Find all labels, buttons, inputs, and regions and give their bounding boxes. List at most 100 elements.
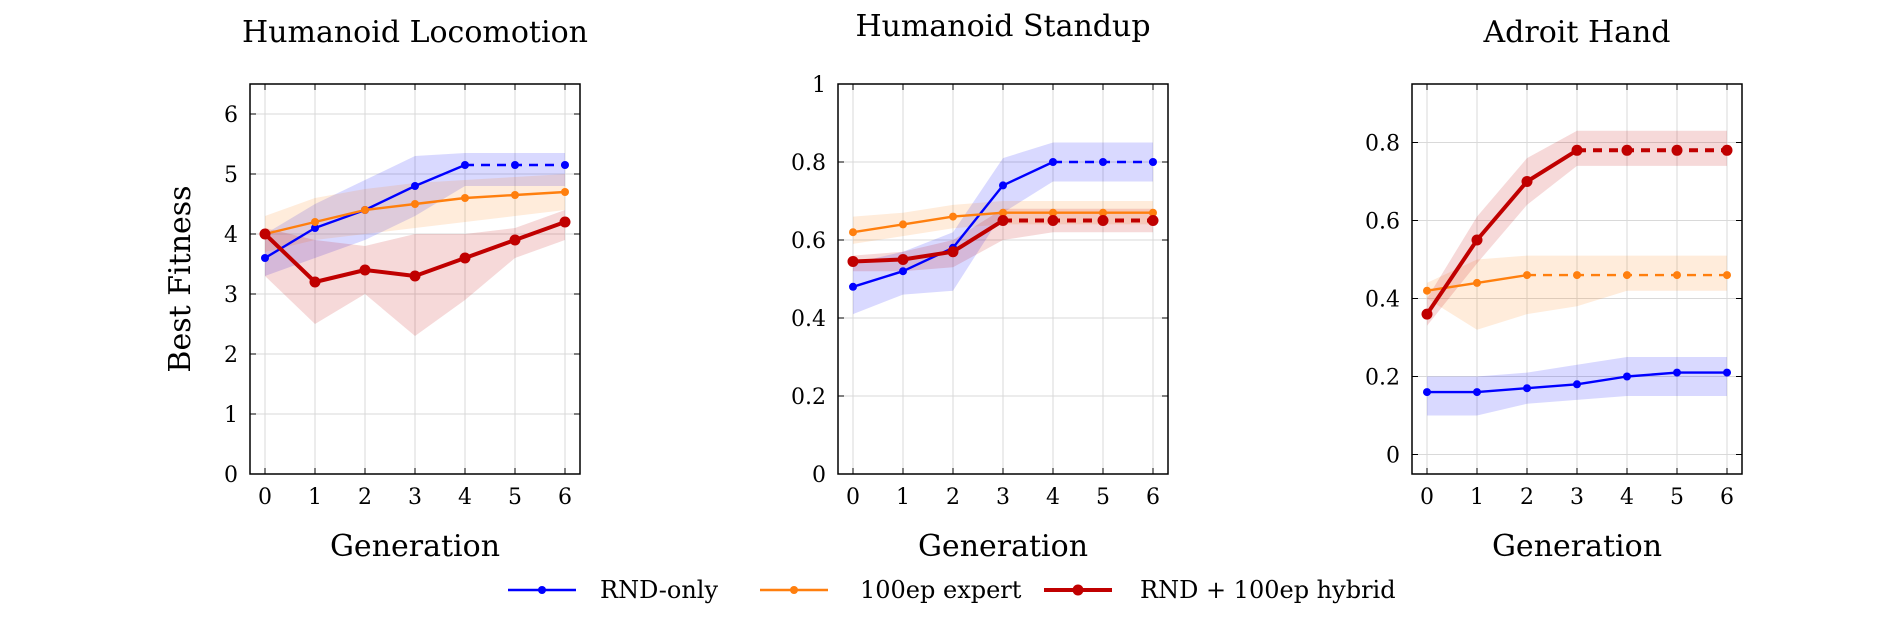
y-tick-label: 0.8 <box>1365 132 1400 157</box>
data-point <box>849 282 857 291</box>
data-point <box>561 161 569 169</box>
series-line <box>1425 148 1579 316</box>
x-axis-label: Generation <box>1492 529 1662 564</box>
data-point <box>1621 144 1633 156</box>
data-point <box>1471 234 1483 246</box>
chart-panel-3: 0 1 2 3 4 5 6 0 0.2 0.4 0.6 0.8 Adroit Hand Generatio… <box>1365 15 1743 564</box>
x-tick-label: 4 <box>1046 485 1060 510</box>
data-point <box>1099 158 1107 166</box>
y-tick-label: 3 <box>224 283 238 308</box>
data-point <box>1671 144 1683 156</box>
data-point <box>1421 308 1433 320</box>
data-point <box>1523 384 1531 393</box>
legend-label: 100ep expert <box>860 576 1022 604</box>
data-point <box>897 254 909 265</box>
x-axis-label: Generation <box>330 529 500 564</box>
data-point <box>459 252 471 264</box>
x-tick-label: 0 <box>1420 485 1434 510</box>
chart-panel-2: 0 1 2 3 4 5 6 0 0.2 0.4 0.6 0.8 1 Humanoid Standup Gen… <box>791 9 1169 564</box>
data-point <box>1623 372 1631 381</box>
y-tick-label: 2 <box>224 343 238 368</box>
data-point <box>849 228 857 237</box>
y-tick-label: 0 <box>1386 444 1400 469</box>
x-tick-label: 4 <box>1620 485 1634 510</box>
data-point <box>1049 158 1057 166</box>
data-point <box>1573 271 1581 280</box>
x-tick-label: 2 <box>946 485 960 510</box>
y-tick-label: 0.2 <box>1365 366 1400 391</box>
data-point <box>999 181 1007 190</box>
x-axis-label: Generation <box>918 529 1088 564</box>
data-point <box>997 215 1009 226</box>
x-tick-label: 0 <box>846 485 860 510</box>
data-point <box>1147 215 1159 226</box>
legend-label: RND + 100ep hybrid <box>1140 576 1396 604</box>
x-tick-label: 3 <box>408 485 422 510</box>
confidence-band <box>265 174 565 252</box>
data-point <box>1423 286 1431 295</box>
data-point <box>1723 368 1731 377</box>
series-line <box>852 218 1005 264</box>
x-tick-label: 6 <box>1146 485 1160 510</box>
data-point <box>899 267 907 276</box>
y-tick-label: 1 <box>812 73 826 98</box>
chart-title: Humanoid Locomotion <box>242 15 588 50</box>
y-tick-label: 0.2 <box>791 385 826 410</box>
data-point <box>1673 271 1681 280</box>
y-tick-label: 4 <box>224 223 238 248</box>
x-tick-label: 5 <box>1096 485 1110 510</box>
y-tick-label: 5 <box>224 163 238 188</box>
y-tick-label: 0.8 <box>791 151 826 176</box>
legend-marker <box>1072 584 1084 596</box>
x-tick-label: 1 <box>896 485 910 510</box>
y-tick-label: 0 <box>224 463 238 488</box>
data-point <box>1149 208 1157 217</box>
data-point <box>509 234 521 246</box>
data-point <box>1047 215 1059 226</box>
data-point <box>1473 388 1481 397</box>
data-point <box>1521 176 1533 187</box>
x-tick-label: 2 <box>1520 485 1534 510</box>
data-point <box>311 218 319 226</box>
x-tick-label: 2 <box>358 485 372 510</box>
data-point <box>461 161 469 169</box>
data-point <box>511 161 519 169</box>
legend-marker <box>790 586 798 594</box>
data-point <box>847 255 859 267</box>
y-tick-label: 0 <box>812 463 826 488</box>
x-tick-label: 4 <box>458 485 472 510</box>
x-tick-label: 5 <box>1670 485 1684 510</box>
x-tick-label: 5 <box>508 485 522 510</box>
data-point <box>411 200 419 208</box>
data-point <box>947 246 959 258</box>
y-axis-label: Best Fitness <box>163 185 198 372</box>
y-tick-label: 0.6 <box>1365 210 1400 235</box>
data-point <box>461 194 469 202</box>
x-tick-label: 1 <box>1470 485 1484 510</box>
data-point <box>949 212 957 221</box>
x-tick-label: 3 <box>1570 485 1584 510</box>
confidence-band <box>265 153 565 276</box>
data-point <box>259 228 271 240</box>
data-point <box>309 276 321 288</box>
x-tick-label: 0 <box>258 485 272 510</box>
data-point <box>1149 158 1157 166</box>
chart-title: Humanoid Standup <box>855 9 1150 44</box>
chart-title: Adroit Hand <box>1482 15 1670 50</box>
confidence-band <box>853 142 1153 315</box>
legend: RND-only 100ep expert RND + 100ep hybrid <box>508 576 1396 604</box>
x-tick-label: 3 <box>996 485 1010 510</box>
y-tick-label: 0.4 <box>791 307 826 332</box>
y-tick-label: 6 <box>224 103 238 128</box>
data-point <box>561 188 569 196</box>
chart-panel-1: 0 1 2 3 4 5 6 0 1 2 3 4 5 6 Humanoid Locomotion Generat… <box>163 15 588 564</box>
data-point <box>1099 208 1107 217</box>
data-point <box>409 270 421 282</box>
legend-marker <box>538 586 546 594</box>
x-tick-label: 1 <box>308 485 322 510</box>
data-point <box>359 264 371 276</box>
data-point <box>1423 388 1431 397</box>
data-point <box>1573 380 1581 389</box>
